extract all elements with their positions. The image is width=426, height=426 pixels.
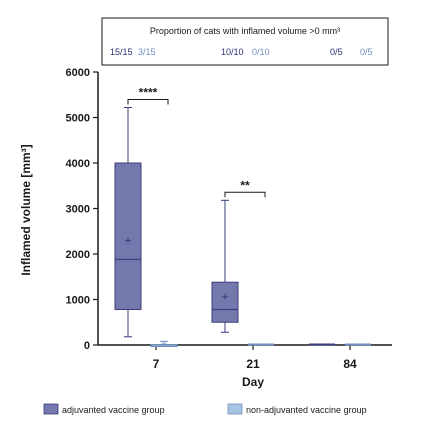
y-tick-label: 0 <box>84 340 90 352</box>
y-tick-label: 3000 <box>66 204 90 216</box>
bracket-line <box>224 191 266 198</box>
boxes <box>114 106 371 348</box>
x-tick-label: 7 <box>153 357 160 371</box>
x-ticks: 7 21 84 <box>153 345 357 371</box>
proportion-adj-2: 10/10 <box>221 47 244 57</box>
y-tick-label: 1000 <box>66 295 90 307</box>
proportion-nonadj-2: 0/10 <box>252 47 270 57</box>
legend-swatch-non-adjuvanted <box>227 403 243 415</box>
significance-bracket: **** <box>127 85 169 105</box>
significance-brackets: ****** <box>127 85 266 198</box>
legend-label-adjuvanted: adjuvanted vaccine group <box>62 405 165 415</box>
bracket-line <box>127 98 169 105</box>
significance-label: ** <box>240 178 250 192</box>
y-axis-label: Inflamed volume [mm³] <box>19 144 33 275</box>
y-tick-label: 4000 <box>66 158 90 170</box>
box-iqr <box>211 281 239 323</box>
y-tick-label: 2000 <box>66 249 90 261</box>
box-iqr <box>114 162 142 311</box>
x-tick-label: 84 <box>343 357 357 371</box>
box-group <box>114 106 142 338</box>
proportion-nonadj-3: 0/5 <box>360 47 373 57</box>
significance-bracket: ** <box>224 178 266 198</box>
proportion-adj-3: 0/5 <box>330 47 343 57</box>
x-axis-label: Day <box>242 375 264 389</box>
y-ticks: 0 1000 2000 3000 4000 5000 6000 <box>66 67 98 352</box>
proportion-title: Proportion of cats with inflamed volume … <box>150 26 340 36</box>
box-group <box>150 340 178 348</box>
y-tick-label: 5000 <box>66 113 90 125</box>
proportion-adj-1: 15/15 <box>110 47 133 57</box>
box-group <box>211 199 239 333</box>
proportion-box: Proportion of cats with inflamed volume … <box>101 17 389 66</box>
legend-label-non-adjuvanted: non-adjuvanted vaccine group <box>246 405 367 415</box>
legend: adjuvanted vaccine group non-adjuvanted … <box>43 403 367 415</box>
y-tick-label: 6000 <box>66 67 90 79</box>
proportion-nonadj-1: 3/15 <box>138 47 156 57</box>
legend-swatch-adjuvanted <box>43 403 59 415</box>
significance-label: **** <box>139 85 158 99</box>
x-tick-label: 21 <box>246 357 260 371</box>
